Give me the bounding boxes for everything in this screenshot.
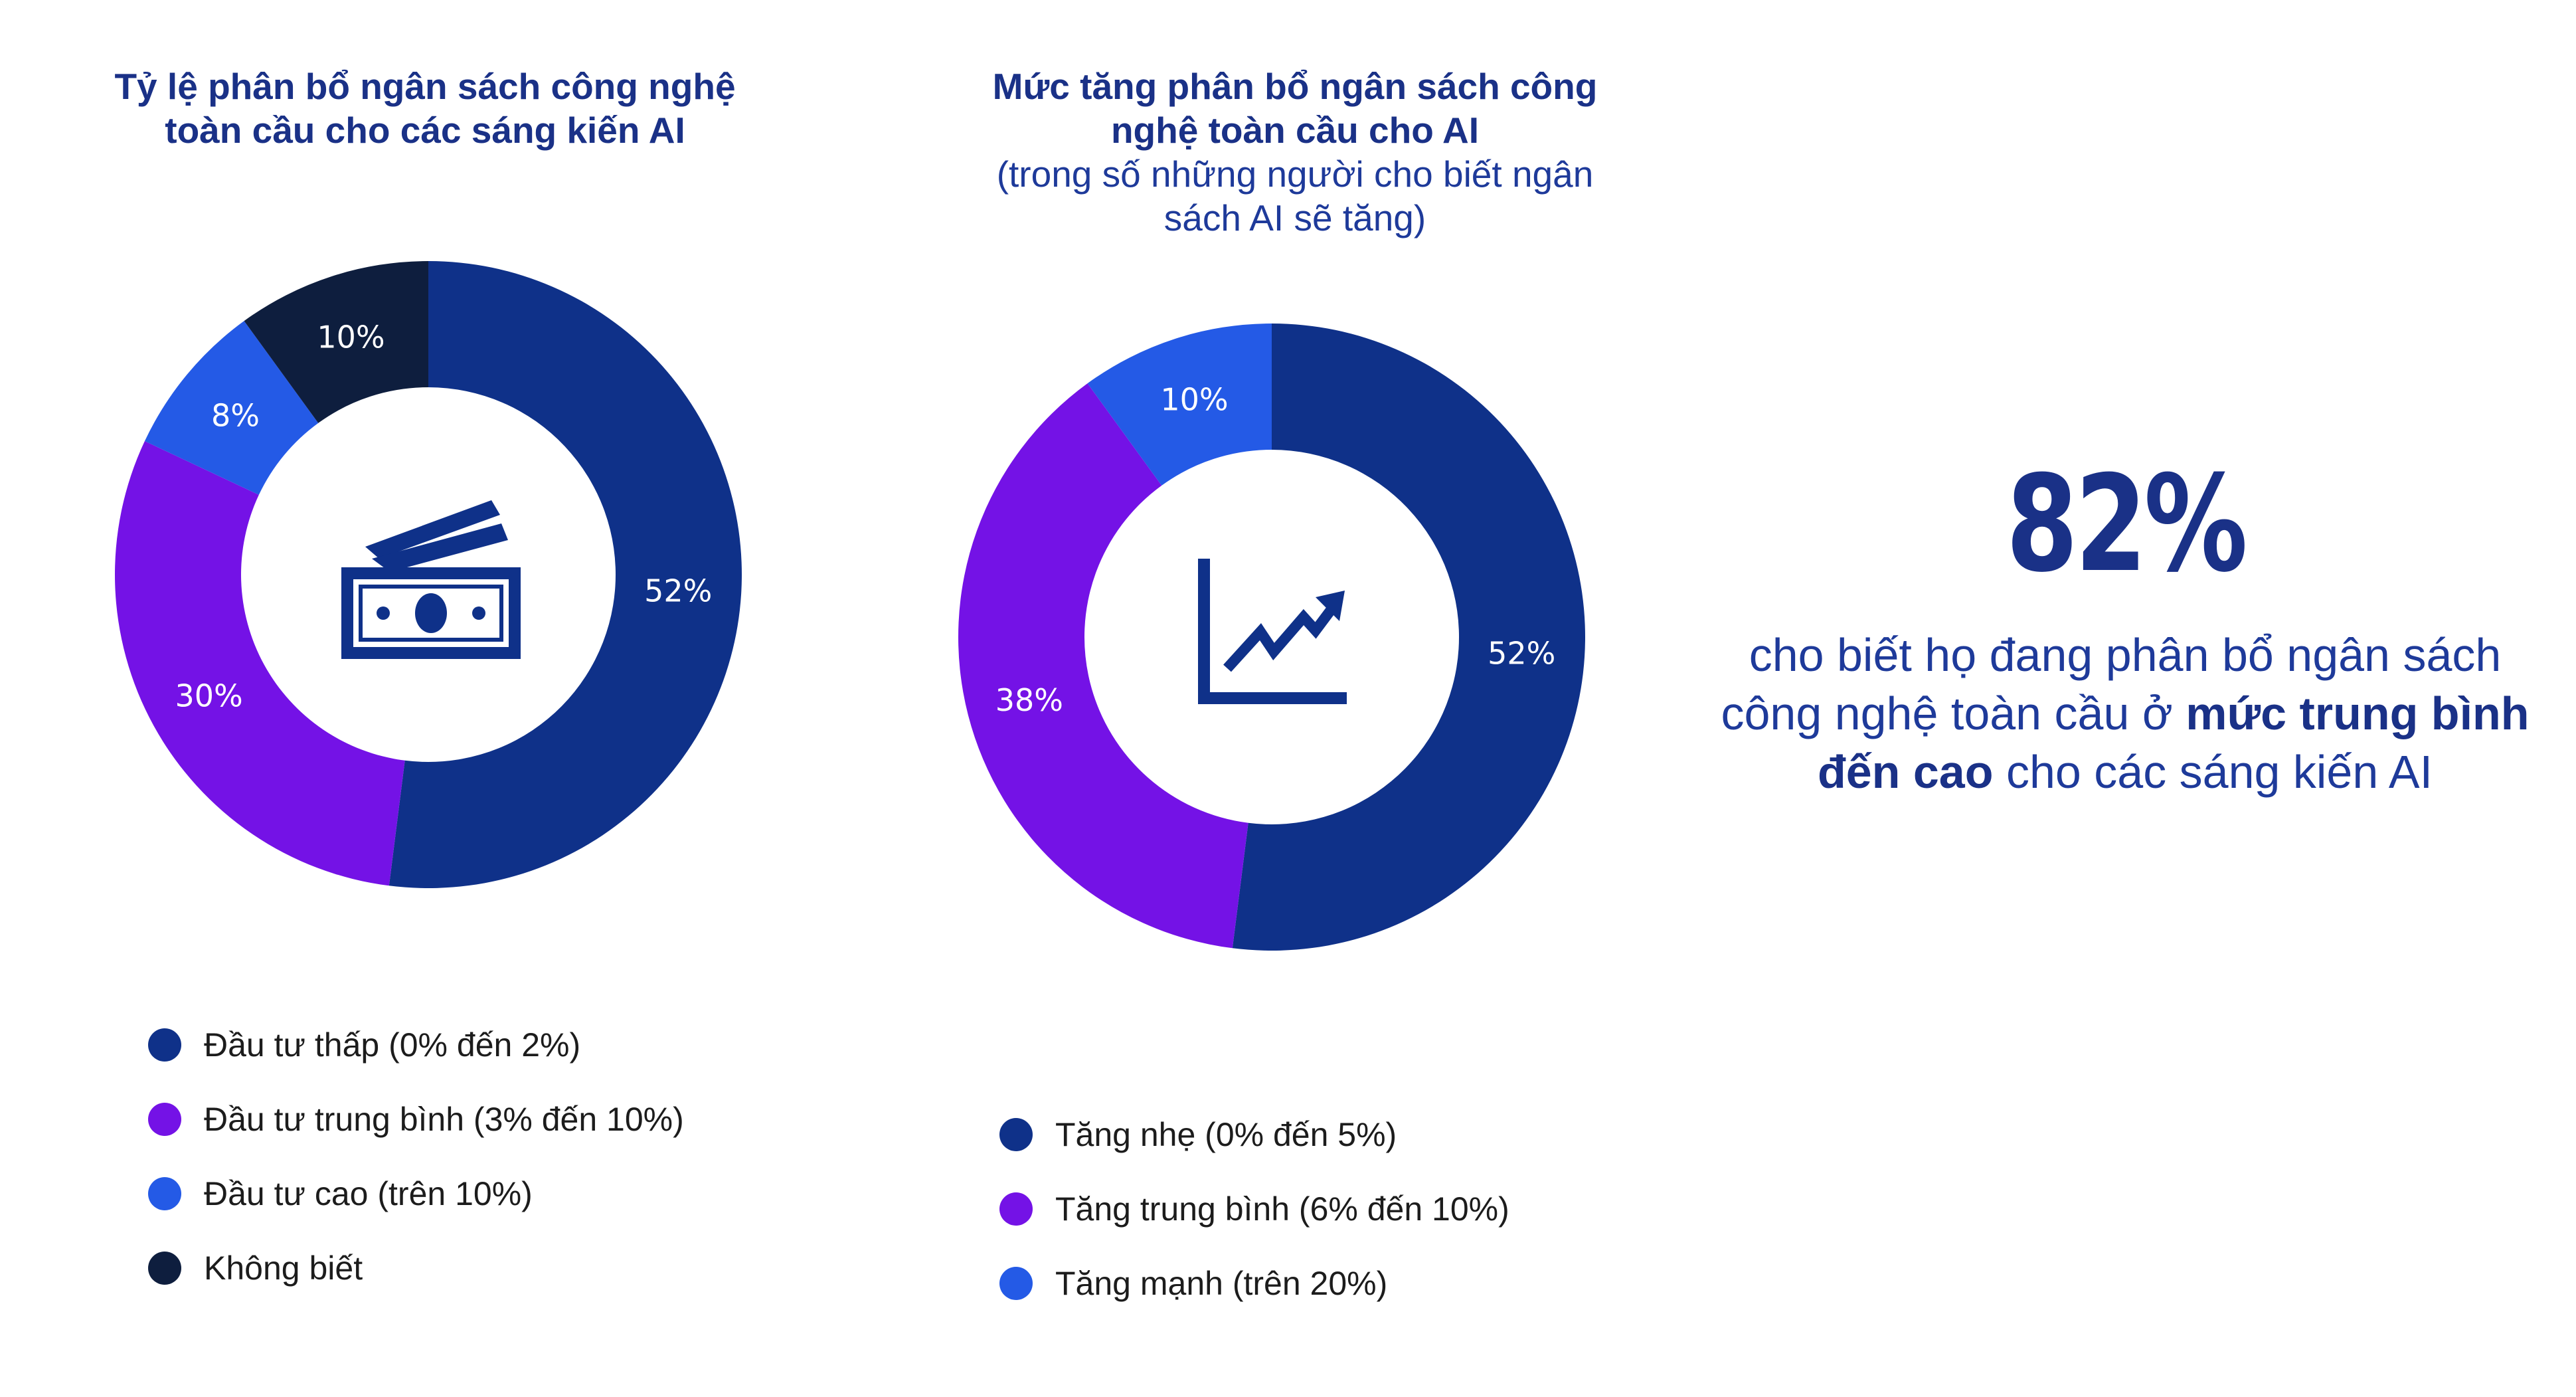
money-icon xyxy=(341,500,521,659)
chart-2-slice-1 xyxy=(1232,324,1585,951)
chart-1-slice-label-2: 30% xyxy=(175,678,243,714)
chart-1-slice-1 xyxy=(388,261,742,888)
legend-swatch xyxy=(148,1177,181,1210)
chart-1-title-text: Tỷ lệ phân bổ ngân sách công nghệ toàn c… xyxy=(114,66,736,151)
chart-2-slice-label-2: 38% xyxy=(995,682,1063,718)
legend-label: Không biết xyxy=(204,1250,363,1287)
legend-swatch xyxy=(999,1267,1033,1300)
legend-label: Đầu tư trung bình (3% đến 10%) xyxy=(204,1101,684,1138)
legend-label: Tăng mạnh (trên 20%) xyxy=(1055,1265,1388,1302)
chart-1-legend-item-1: Đầu tư thấp (0% đến 2%) xyxy=(148,1008,684,1082)
chart-2-legend: Tăng nhẹ (0% đến 5%) Tăng trung bình (6% … xyxy=(999,1097,1509,1321)
stat-callout: 82% cho biết họ đang phân bổ ngân sách c… xyxy=(1700,458,2550,801)
chart-2-subtitle: (trong số những người cho biết ngân sách… xyxy=(996,153,1594,238)
legend-swatch xyxy=(148,1028,181,1062)
chart-2-slice-label-1: 52% xyxy=(1488,636,1555,672)
chart-1-slice-label-3: 8% xyxy=(211,398,260,434)
stat-text-before: cho biết họ đang phân bổ ngân sách công … xyxy=(1721,629,2502,739)
chart-1-slice-label-1: 52% xyxy=(644,573,712,609)
stat-text-bold: mức trung bình đến cao xyxy=(1817,688,2530,798)
chart-1-title: Tỷ lệ phân bổ ngân sách công nghệ toàn c… xyxy=(80,64,770,152)
chart-1-slice-3 xyxy=(144,321,319,495)
chart-2-title-text: Mức tăng phân bổ ngân sách công nghệ toà… xyxy=(992,66,1598,151)
stat-description: cho biết họ đang phân bổ ngân sách công … xyxy=(1700,626,2550,801)
chart-2-slice-2 xyxy=(958,383,1248,949)
chart-2-slice-3 xyxy=(1087,324,1272,486)
legend-label: Đầu tư thấp (0% đến 2%) xyxy=(204,1026,581,1064)
chart-2-title: Mức tăng phân bổ ngân sách công nghệ toà… xyxy=(963,64,1627,240)
legend-swatch xyxy=(999,1192,1033,1226)
legend-label: Tăng nhẹ (0% đến 5%) xyxy=(1055,1116,1397,1153)
chart-2-slice-label-3: 10% xyxy=(1160,381,1228,417)
growth-chart-icon xyxy=(1198,559,1347,704)
chart-1-legend-item-2: Đầu tư trung bình (3% đến 10%) xyxy=(148,1082,684,1157)
chart-1-legend: Đầu tư thấp (0% đến 2%) Đầu tư trung bình… xyxy=(148,1008,684,1305)
chart-2-donut: 52% 38% 10% xyxy=(958,324,1585,951)
chart-1-donut: 52% 30% 8% 10% xyxy=(114,261,742,888)
stat-text-after: cho các sáng kiến AI xyxy=(1993,746,2433,798)
legend-swatch xyxy=(148,1252,181,1285)
chart-1-slice-label-4: 10% xyxy=(317,319,385,355)
legend-swatch xyxy=(999,1118,1033,1151)
chart-2-legend-item-3: Tăng mạnh (trên 20%) xyxy=(999,1246,1509,1321)
stat-value: 82% xyxy=(2006,447,2247,602)
chart-2-legend-item-2: Tăng trung bình (6% đến 10%) xyxy=(999,1172,1509,1246)
chart-1-slice-2 xyxy=(114,441,405,886)
legend-label: Đầu tư cao (trên 10%) xyxy=(204,1175,533,1212)
chart-1-slice-4 xyxy=(244,261,428,423)
chart-2-legend-item-1: Tăng nhẹ (0% đến 5%) xyxy=(999,1097,1509,1172)
chart-1-legend-item-4: Không biết xyxy=(148,1231,684,1305)
legend-swatch xyxy=(148,1103,181,1136)
legend-label: Tăng trung bình (6% đến 10%) xyxy=(1055,1190,1509,1228)
chart-1-legend-item-3: Đầu tư cao (trên 10%) xyxy=(148,1157,684,1231)
